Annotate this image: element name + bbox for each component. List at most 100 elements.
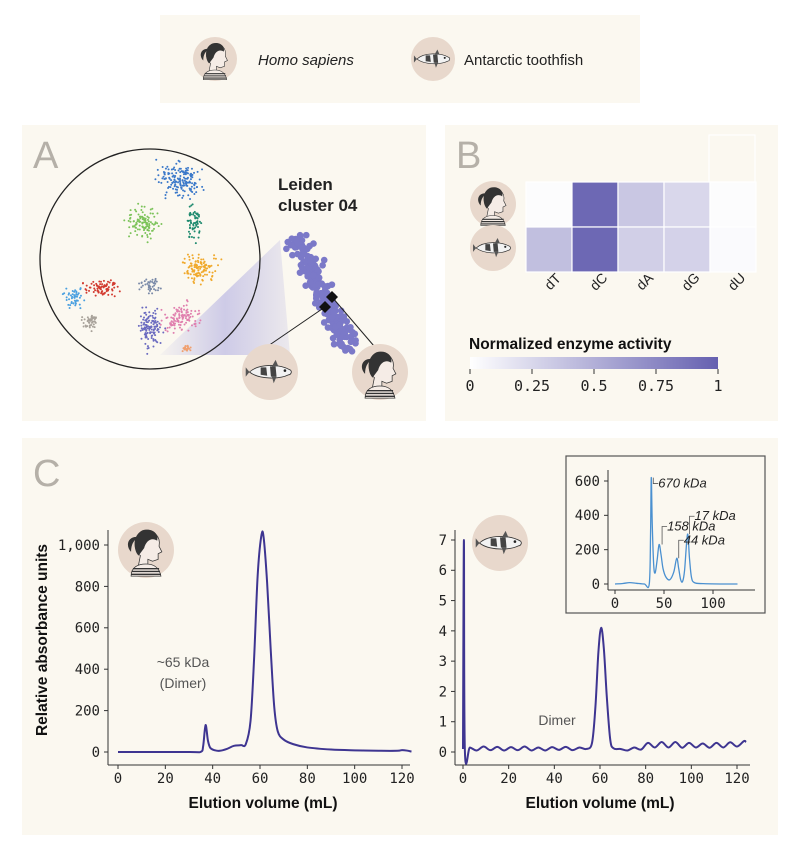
umap-point (173, 166, 176, 169)
umap-point (182, 176, 185, 179)
umap-point (184, 346, 187, 349)
umap-point (164, 177, 167, 180)
umap-point (88, 289, 91, 292)
umap-point (164, 327, 167, 330)
umap-point (190, 324, 193, 327)
umap-point (134, 230, 137, 233)
umap-point (187, 194, 190, 197)
umap-point (187, 181, 190, 184)
dimer-annotation-line2: (Dimer) (160, 675, 207, 691)
umap-point (129, 232, 132, 235)
umap-point (192, 224, 195, 227)
umap-point (147, 286, 150, 289)
umap-point (144, 342, 147, 345)
cluster-04-point (312, 255, 320, 263)
umap-point (189, 178, 192, 181)
umap-point (134, 208, 137, 211)
umap-point (186, 318, 189, 321)
heatmap-cell (709, 226, 757, 273)
panel-letter-b: B (456, 135, 481, 177)
umap-point (146, 282, 149, 285)
umap-point (67, 293, 70, 296)
umap-point (69, 294, 72, 297)
umap-point (206, 267, 209, 270)
umap-point (172, 174, 175, 177)
umap-point (174, 168, 177, 171)
umap-point (193, 171, 196, 174)
x-axis-label-left: Elution volume (mL) (189, 795, 338, 812)
umap-point (191, 182, 194, 185)
x-tick-label: 120 (389, 771, 414, 787)
umap-point (143, 205, 146, 208)
umap-point (73, 294, 76, 297)
umap-point (152, 338, 155, 341)
umap-point (181, 350, 184, 353)
umap-point (170, 320, 173, 323)
y-tick-label: 6 (439, 563, 447, 579)
umap-point (166, 326, 169, 329)
umap-point (173, 185, 176, 188)
umap-point (142, 327, 145, 330)
umap-point (178, 326, 181, 329)
umap-point (168, 176, 171, 179)
umap-point (201, 185, 204, 188)
umap-point (189, 211, 192, 214)
umap-point (181, 196, 184, 199)
umap-point (156, 320, 159, 323)
umap-point (170, 168, 173, 171)
peak-label-leader (661, 526, 668, 545)
umap-point (149, 314, 152, 317)
umap-point (145, 223, 148, 226)
umap-point (152, 311, 155, 314)
umap-point (136, 228, 139, 231)
umap-point (155, 280, 158, 283)
umap-point (214, 257, 217, 260)
colorbar (470, 357, 718, 369)
umap-point (162, 331, 165, 334)
umap-point (152, 227, 155, 230)
umap-point (86, 325, 89, 328)
y-tick-label: 3 (439, 654, 447, 670)
cluster-04-point (297, 261, 305, 269)
umap-point (129, 220, 132, 223)
umap-point (197, 236, 200, 239)
cluster-04-point (293, 237, 300, 244)
umap-point (183, 179, 186, 182)
umap-point (153, 215, 156, 218)
umap-point (151, 207, 154, 210)
umap-point (91, 321, 94, 324)
umap-point (136, 220, 139, 223)
cluster-04-point (347, 323, 354, 331)
umap-point (145, 278, 148, 281)
umap-point (149, 221, 152, 224)
umap-point (175, 172, 178, 175)
umap-point (163, 173, 166, 176)
umap-point (177, 181, 180, 184)
colorbar-tick-label: 0.5 (580, 377, 607, 395)
umap-point (146, 218, 149, 221)
umap-point (152, 329, 155, 332)
umap-point (129, 216, 132, 219)
umap-point (166, 180, 169, 183)
umap-point (138, 288, 141, 291)
umap-point (198, 272, 201, 275)
umap-point (195, 223, 198, 226)
umap-point (189, 219, 192, 222)
umap-point (186, 270, 189, 273)
cluster-04-point (351, 330, 359, 338)
peak-label: 670 kDa (658, 476, 706, 491)
umap-point (193, 264, 196, 267)
umap-point (147, 288, 150, 291)
umap-point (108, 281, 111, 284)
umap-point (198, 312, 201, 315)
umap-point (146, 215, 149, 218)
umap-point (189, 346, 192, 349)
heatmap-cell (617, 181, 665, 228)
umap-point (146, 345, 149, 348)
umap-point (173, 306, 176, 309)
umap-point (196, 185, 199, 188)
umap-point (185, 167, 188, 170)
umap-point (169, 323, 172, 326)
umap-point (174, 322, 177, 325)
umap-point (191, 254, 194, 257)
